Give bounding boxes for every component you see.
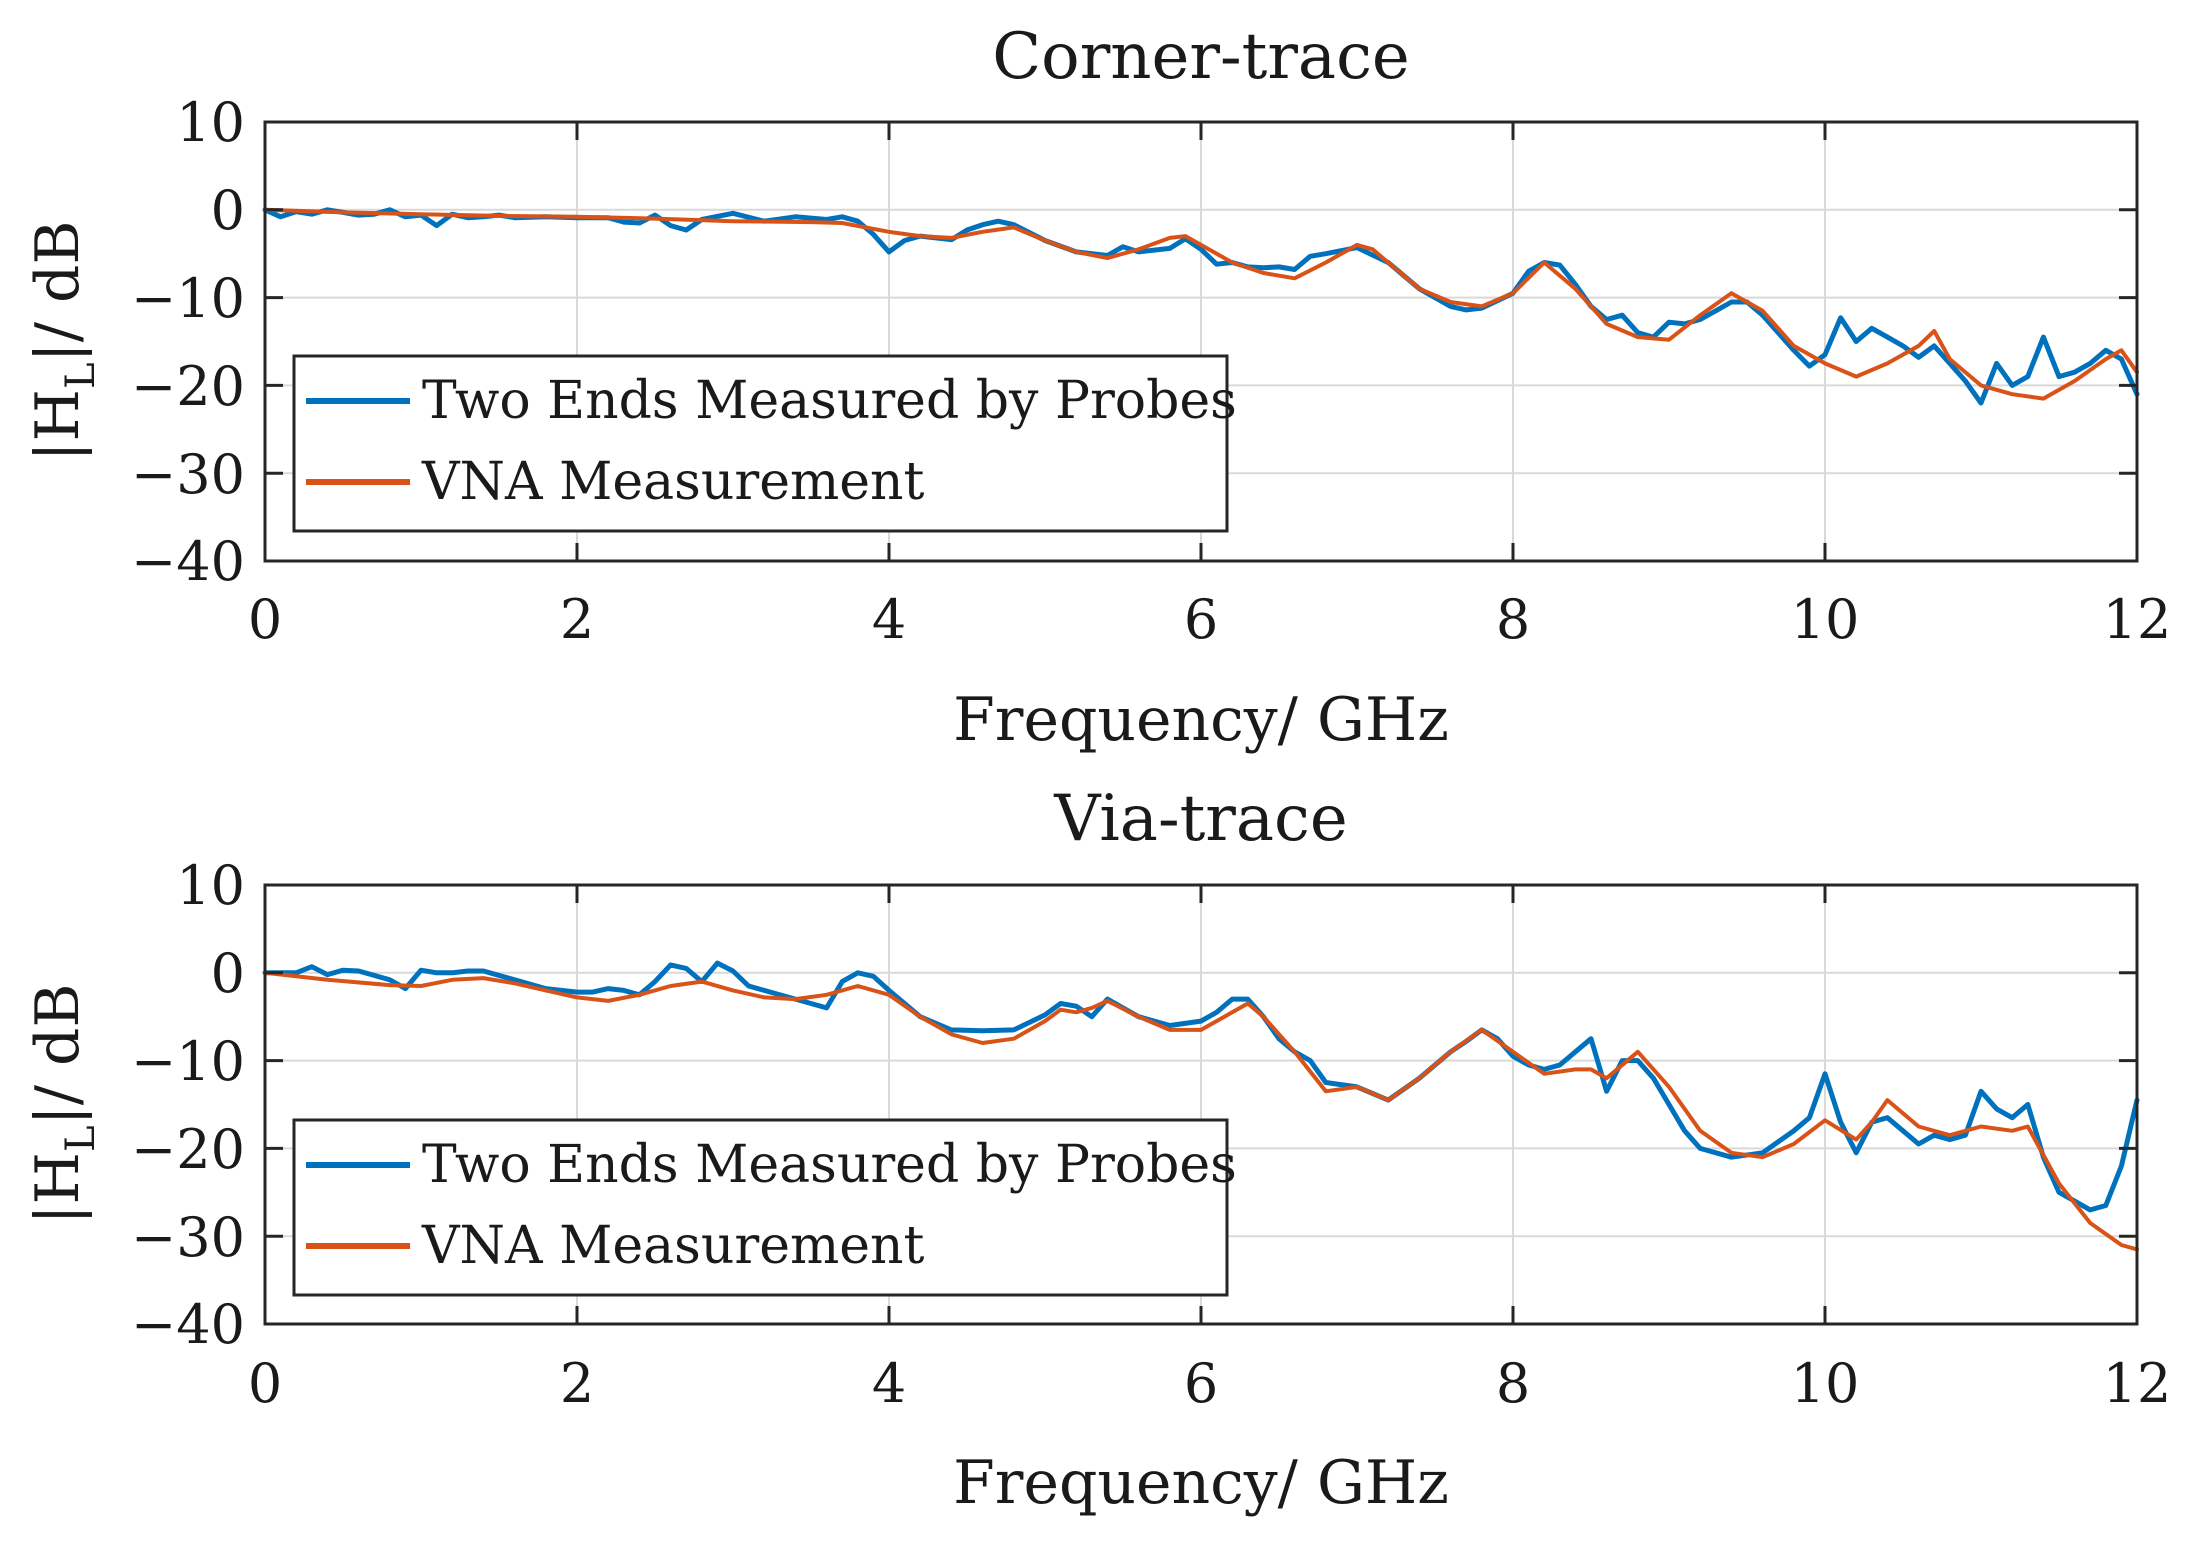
- y-tick-label: 10: [176, 854, 245, 917]
- x-tick-marks: [263, 885, 2139, 1324]
- x-tick-labels: 0 2 4 6 8 10 12: [248, 588, 2172, 651]
- y-tick-label: 10: [176, 91, 245, 154]
- y-tick-label: −40: [131, 530, 245, 593]
- series-lines: [262, 207, 2140, 406]
- y-tick-label: −20: [131, 1118, 245, 1181]
- x-tick-label: 4: [872, 1352, 906, 1415]
- y-axis-label: |HL|/ dB: [23, 220, 104, 461]
- y-axis-label: |HL|/ dB: [23, 983, 104, 1224]
- y-axis-label-subscript: L: [58, 362, 104, 389]
- x-tick-label: 10: [1791, 588, 1860, 651]
- y-tick-labels: 10 0 −10 −20 −30 −40: [131, 91, 245, 593]
- y-axis-label-rest: |/ dB: [23, 983, 93, 1125]
- x-tick-label: 6: [1184, 588, 1218, 651]
- x-tick-marks: [263, 122, 2139, 561]
- y-axis-label-rest: |/ dB: [23, 220, 93, 362]
- x-tick-label: 12: [2103, 1352, 2172, 1415]
- x-tick-label: 4: [872, 588, 906, 651]
- series-line-vna: [263, 207, 2139, 401]
- x-tick-label: 12: [2103, 588, 2172, 651]
- x-tick-label: 6: [1184, 1352, 1218, 1415]
- y-tick-label: −20: [131, 355, 245, 418]
- y-axis-label-subscript: L: [58, 1125, 104, 1152]
- panel-corner-trace: Corner-trace 10 0 −10 −20 −30 −40 0 2 4 …: [23, 20, 2171, 755]
- legend-label-probes: Two Ends Measured by Probes: [422, 371, 1237, 431]
- y-tick-labels: 10 0 −10 −20 −30 −40: [131, 854, 245, 1356]
- x-tick-labels: 0 2 4 6 8 10 12: [248, 1352, 2172, 1415]
- chart-title: Via-trace: [1053, 782, 1348, 856]
- y-axis-label-main: |H: [23, 389, 93, 462]
- legend-box: [292, 354, 1229, 533]
- y-tick-label: −30: [131, 1206, 245, 1269]
- legend: Two Ends Measured by Probes VNA Measurem…: [292, 354, 1237, 533]
- x-tick-label: 2: [560, 588, 594, 651]
- y-tick-marks: [265, 883, 2137, 1326]
- y-tick-label: −30: [131, 443, 245, 506]
- x-tick-label: 0: [248, 1352, 282, 1415]
- x-axis-label: Frequency/ GHz: [953, 1448, 1449, 1518]
- x-tick-label: 8: [1496, 588, 1530, 651]
- panel-via-trace: Via-trace 10 0 −10 −20 −30 −40 0 2 4 6 8…: [23, 782, 2171, 1518]
- legend-label-vna: VNA Measurement: [421, 1216, 925, 1276]
- x-tick-label: 2: [560, 1352, 594, 1415]
- series-line-vna: [263, 970, 2139, 1252]
- y-tick-label: −40: [131, 1293, 245, 1356]
- series-lines: [262, 960, 2140, 1252]
- chart-title: Corner-trace: [992, 20, 1410, 94]
- legend: Two Ends Measured by Probes VNA Measurem…: [292, 1118, 1237, 1297]
- legend-label-probes: Two Ends Measured by Probes: [422, 1135, 1237, 1195]
- x-tick-label: 8: [1496, 1352, 1530, 1415]
- y-axis-label-main: |H: [23, 1152, 93, 1225]
- y-tick-label: −10: [131, 1030, 245, 1093]
- y-tick-label: −10: [131, 267, 245, 330]
- x-axis-label: Frequency/ GHz: [953, 685, 1449, 755]
- x-tick-label: 10: [1791, 1352, 1860, 1415]
- y-tick-label: 0: [211, 942, 245, 1005]
- y-tick-label: 0: [211, 179, 245, 242]
- x-tick-label: 0: [248, 588, 282, 651]
- legend-box: [292, 1118, 1229, 1297]
- legend-label-vna: VNA Measurement: [421, 452, 925, 512]
- y-tick-marks: [265, 120, 2137, 563]
